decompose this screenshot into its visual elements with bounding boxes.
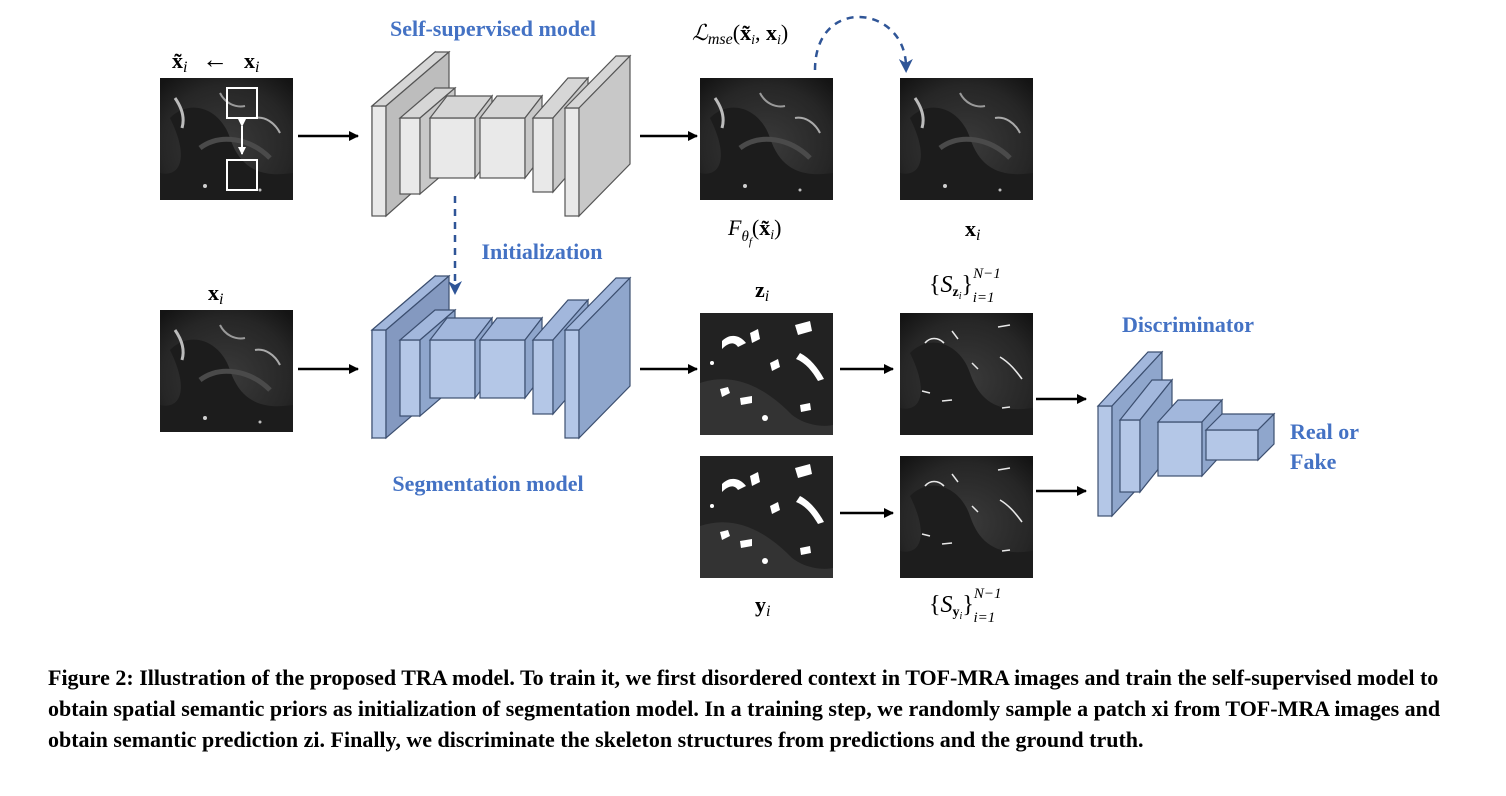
label-z-i: zi: [755, 277, 769, 305]
ssl-output-patch: [700, 78, 833, 200]
loss-mse-label: ℒmse(x̃i, xi): [692, 20, 788, 48]
input-patch-disordered: [160, 78, 293, 200]
label-x-tilde: x̃i: [172, 48, 187, 76]
arrow-left-label: ←: [202, 45, 228, 74]
segmentation-network: [370, 274, 632, 440]
loss-dashed-arrow: [813, 15, 913, 73]
real-or-label: Real or: [1290, 419, 1359, 444]
label-x-i-top: xi: [244, 48, 259, 76]
initialization-label: Initialization: [481, 239, 602, 264]
prediction-mask-patch: [700, 313, 833, 435]
target-patch: [900, 78, 1033, 200]
title-discriminator: Discriminator: [1122, 312, 1254, 337]
ground-truth-mask-patch: [700, 456, 833, 578]
ground-truth-skeleton-patch: [899, 455, 1034, 579]
tra-model-diagram: x̃i ← xi Self-supervised model: [0, 15, 1359, 626]
input-patch: [160, 310, 293, 432]
label-x-i-mid: xi: [208, 280, 223, 308]
label-x-i-target: xi: [965, 216, 980, 244]
prediction-skeleton-patch: [899, 312, 1034, 436]
s-y-label: {Syi}N−1 i=1: [929, 586, 1001, 626]
title-segmentation-model: Segmentation model: [392, 471, 583, 496]
figure-caption: Figure 2: Illustration of the proposed T…: [48, 665, 1441, 752]
discriminator-network: [1096, 350, 1276, 518]
s-z-label: {Szi}N−1 i=1: [929, 266, 1001, 306]
fake-label: Fake: [1290, 449, 1337, 474]
label-y-i: yi: [755, 592, 770, 620]
f-theta-label: Fθf(x̃i): [727, 215, 781, 248]
title-self-supervised-model: Self-supervised model: [390, 16, 596, 41]
self-supervised-network: [370, 50, 632, 218]
